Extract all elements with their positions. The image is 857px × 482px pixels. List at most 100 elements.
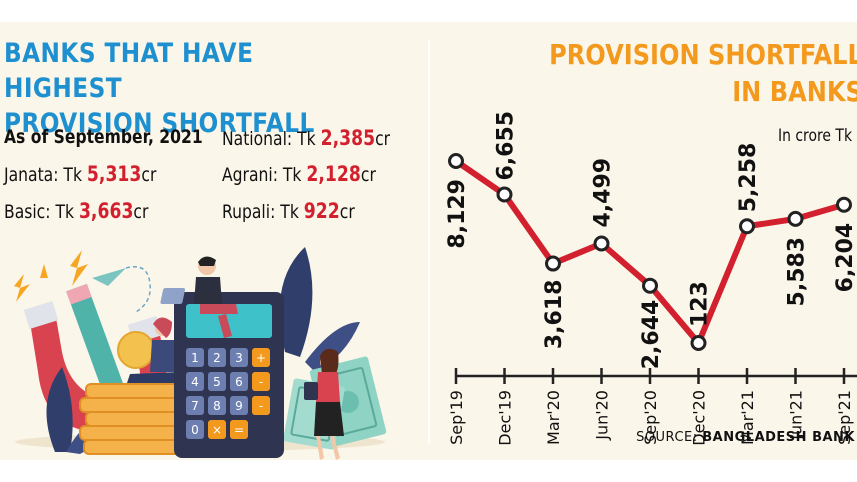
right-section: 8,129 6,655 3,618 4,499 2,644 123 5,258 5,583 6,…: [432, 22, 857, 460]
line-chart: 8,129 6,655 3,618 4,499 2,644 123 5,258 5,583 6,…: [445, 111, 857, 446]
bank-stat-unit: cr: [339, 201, 355, 223]
calculator-icon: 1 2 3 +4 5 6 - 7 8 9 - 0 × =: [174, 292, 284, 458]
as-of-date: As of September, 2021: [4, 126, 203, 148]
calculator-key: 0: [186, 420, 204, 439]
value-label: 5,583: [785, 237, 810, 307]
bank-stat-label: Rupali: Tk: [222, 201, 304, 223]
value-label: 2,644: [639, 300, 664, 370]
data-point: [642, 277, 658, 294]
spark-icon: [70, 250, 88, 286]
spark-icon: [40, 264, 48, 278]
bank-stat-label: National: Tk: [222, 128, 321, 150]
svg-text:+: +: [256, 351, 266, 365]
svg-text:9: 9: [235, 399, 243, 413]
category-label: Mar'20: [544, 390, 563, 445]
calculator-key: 7: [186, 396, 204, 415]
calculator-key: 1: [186, 348, 204, 367]
bank-stat-value: 2,128: [306, 162, 361, 186]
category-label: Sep'21: [835, 390, 854, 445]
value-label: 123: [688, 281, 713, 327]
bank-stat-basic: Basic: Tk 3,663cr: [4, 199, 148, 223]
bank-stat-label: Agrani: Tk: [222, 164, 307, 186]
calculator-key: =: [230, 420, 248, 439]
category-label: Dec'20: [690, 390, 709, 446]
calculator-key: 9: [230, 396, 248, 415]
bank-stat-unit: cr: [141, 164, 157, 186]
chart-title-line1: PROVISION SHORTFALL: [549, 38, 857, 71]
bank-stat-national: National: Tk 2,385cr: [222, 126, 390, 150]
unit-label: In crore Tk: [778, 126, 853, 146]
svg-text:5: 5: [213, 375, 221, 389]
category-label: Sep'19: [447, 390, 466, 445]
svg-text:-: -: [259, 375, 263, 389]
svg-text:=: =: [234, 423, 244, 437]
data-point: [448, 153, 464, 169]
bank-stat-label: Janata: Tk: [4, 164, 87, 186]
calculator-key: 5: [208, 372, 226, 391]
left-section: BANKS THAT HAVE HIGHEST PROVISION SHORTF…: [0, 22, 420, 460]
category-label: Mar'21: [738, 390, 757, 445]
bank-stat-rupali: Rupali: Tk 922cr: [222, 199, 355, 223]
svg-text:8: 8: [213, 399, 221, 413]
category-label: Jun'20: [593, 390, 612, 441]
bank-stat-janata: Janata: Tk 5,313cr: [4, 162, 156, 186]
bank-stat-value: 2,385: [320, 126, 376, 150]
left-title: BANKS THAT HAVE HIGHEST PROVISION SHORTF…: [4, 36, 362, 141]
svg-text:7: 7: [191, 399, 199, 413]
bank-stat-value: 922: [303, 199, 340, 223]
left-title-line1: BANKS THAT HAVE HIGHEST: [4, 38, 254, 104]
bank-stat-label: Basic: Tk: [4, 201, 79, 223]
svg-text:×: ×: [212, 423, 222, 437]
data-point: [496, 186, 513, 203]
svg-text:2: 2: [213, 351, 221, 365]
panel-divider: [428, 40, 430, 444]
data-point: [593, 235, 610, 252]
infographic-panel: BANKS THAT HAVE HIGHEST PROVISION SHORTF…: [0, 22, 857, 460]
svg-text:1: 1: [191, 351, 199, 365]
value-label: 6,204: [833, 223, 857, 293]
calculator-key: 2: [208, 348, 226, 367]
data-point: [836, 196, 852, 213]
chart-title-line2: IN BANKS: [732, 75, 857, 108]
bank-stat-value: 3,663: [78, 199, 134, 223]
data-point: [545, 255, 561, 272]
calculator-key: 8: [208, 396, 226, 415]
data-point: [690, 335, 707, 351]
source-note: SOURCE: BANGLADESH BANK: [636, 430, 855, 445]
woman-with-coin-icon: [117, 317, 180, 386]
bank-stat-value: 5,313: [86, 162, 142, 186]
bank-stat-unit: cr: [133, 201, 149, 223]
calculator-key: +: [252, 348, 270, 367]
category-label: Dec'19: [496, 390, 515, 446]
bank-stat-unit: cr: [360, 164, 376, 186]
svg-text:-: -: [259, 399, 263, 413]
woman-with-tablet-icon: [304, 348, 344, 460]
value-label: 8,129: [445, 179, 470, 249]
svg-text:0: 0: [191, 423, 199, 437]
category-label: Sep'20: [641, 390, 660, 445]
value-label: 6,655: [494, 111, 519, 181]
calculator-key: ×: [208, 420, 226, 439]
value-label: 5,258: [736, 143, 761, 213]
calculator-key: -: [252, 372, 270, 391]
bank-stat-agrani: Agrani: Tk 2,128cr: [222, 162, 376, 186]
left-title-line2: PROVISION SHORTFALL: [4, 108, 315, 139]
pencil-icon: [66, 283, 128, 405]
svg-text:3: 3: [235, 351, 243, 365]
bank-stat-unit: cr: [375, 128, 391, 150]
finance-illustration: 1 2 3 +4 5 6 - 7 8 9 - 0 × =: [14, 247, 387, 460]
svg-text:4: 4: [191, 375, 199, 389]
calculator-key: 4: [186, 372, 204, 391]
source-name: BANGLADESH BANK: [702, 430, 855, 445]
person-with-laptop-icon: [160, 256, 238, 338]
chart-title: PROVISION SHORTFALL IN BANKS: [549, 36, 857, 110]
calculator-key: 3: [230, 348, 248, 367]
calculator-key: -: [252, 396, 270, 415]
spark-icon: [14, 274, 30, 302]
paper-plane-icon: [92, 266, 151, 313]
data-point: [739, 218, 755, 235]
value-label: 4,499: [591, 158, 616, 228]
source-prefix: SOURCE:: [636, 430, 703, 445]
calculator-key: 6: [230, 372, 248, 391]
svg-text:6: 6: [235, 375, 243, 389]
